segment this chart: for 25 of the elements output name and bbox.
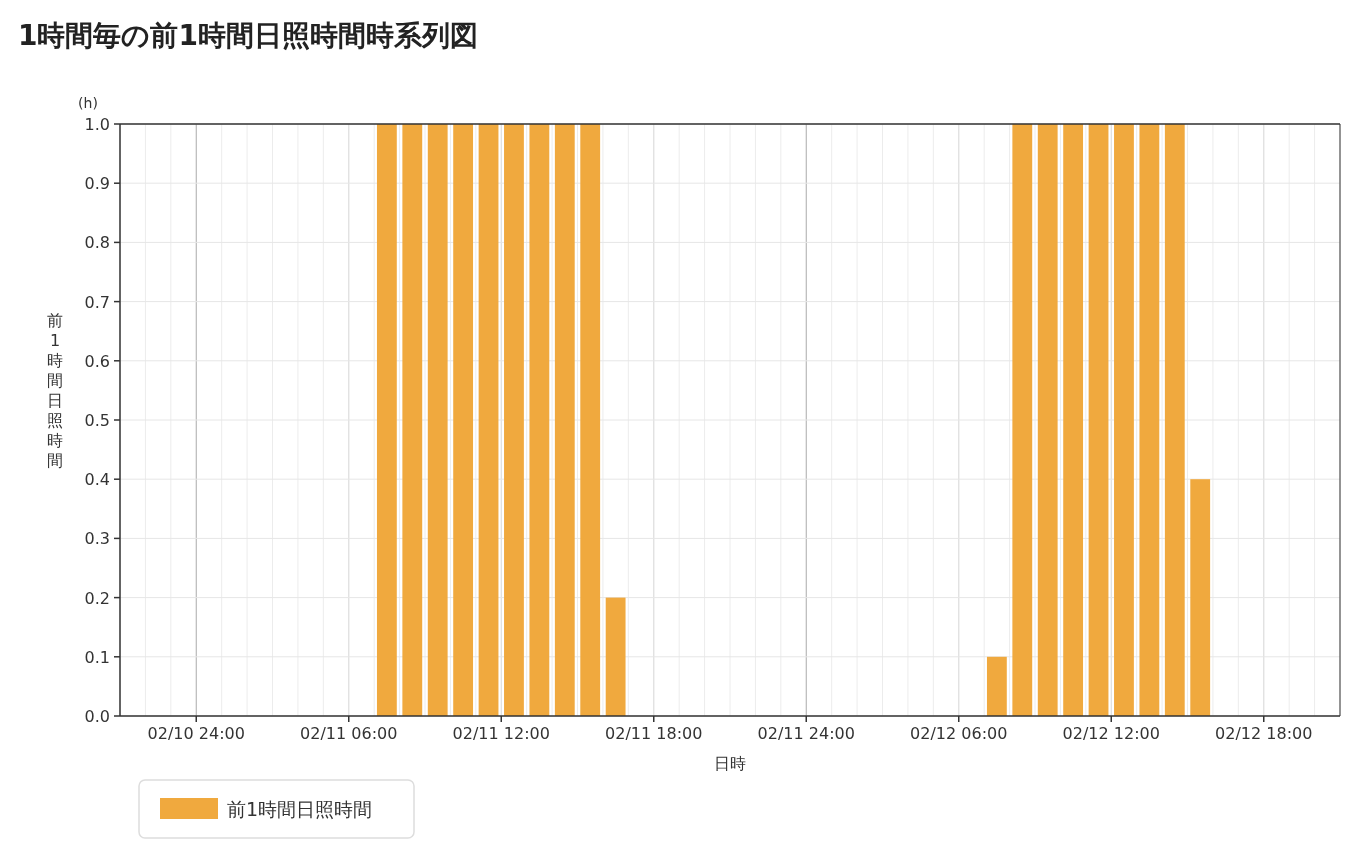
y-tick-label: 0.1 (84, 647, 110, 667)
x-tick-label: 02/12 06:00 (910, 724, 1008, 743)
y-tick-label: 0.0 (84, 707, 110, 726)
x-axis-title: 日時 (714, 754, 746, 773)
y-tick-label: 0.7 (84, 292, 110, 312)
chart-title: 1時間毎の前1時間日照時間時系列図 (18, 19, 478, 52)
legend-label: 前1時間日照時間 (227, 798, 373, 820)
x-tick-label: 02/12 18:00 (1215, 724, 1313, 743)
y-tick-label: 0.9 (84, 174, 110, 194)
x-tick-label: 02/11 06:00 (300, 724, 398, 743)
y-tick-label: 0.6 (84, 351, 110, 371)
x-tick-label: 02/11 24:00 (757, 724, 855, 743)
y-tick-label: 0.3 (84, 529, 110, 549)
text: (h) (78, 95, 98, 111)
y-tick-label: 1.0 (84, 115, 110, 134)
y-tick-label: 0.4 (84, 470, 110, 490)
y-tick-label: 0.2 (84, 588, 110, 608)
x-tick-label: 02/11 18:00 (605, 724, 703, 743)
legend: 前1時間日照時間 (138, 779, 415, 839)
x-tick-label: 02/12 12:00 (1062, 724, 1160, 743)
y-tick-label: 0.5 (84, 411, 110, 430)
x-tick-label: 02/11 12:00 (452, 724, 550, 743)
y-axis-title: 前1時間日照時間 (47, 311, 63, 470)
x-tick-label: 02/10 24:00 (147, 724, 245, 743)
y-tick-label: 0.8 (84, 233, 110, 253)
